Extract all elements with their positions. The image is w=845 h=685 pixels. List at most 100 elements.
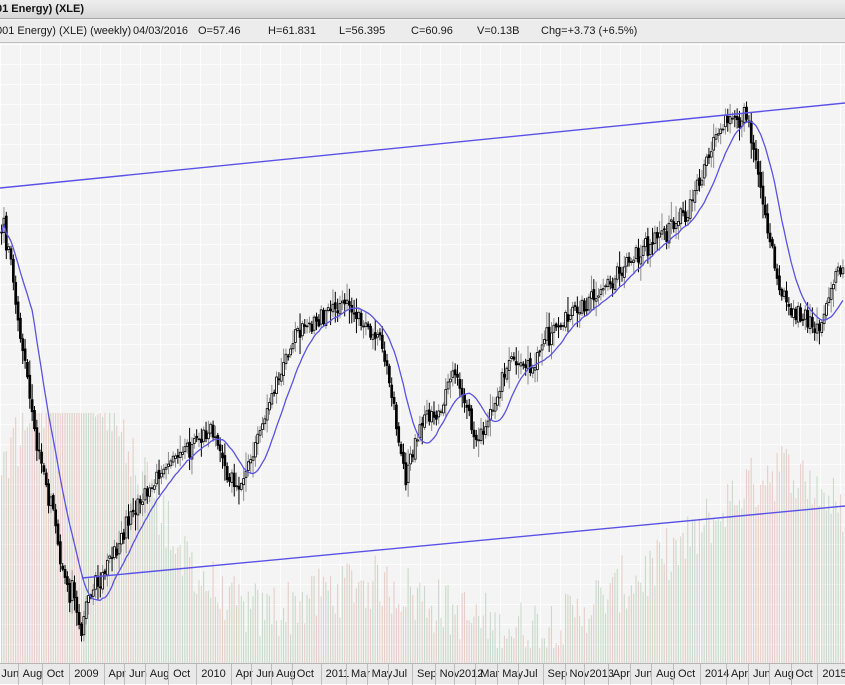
volume-bar bbox=[449, 634, 451, 663]
candle-body bbox=[568, 314, 572, 320]
volume-bar bbox=[839, 494, 842, 663]
volume-bar bbox=[308, 598, 310, 663]
volume-bar bbox=[720, 521, 722, 663]
x-axis-label: Jun bbox=[752, 668, 771, 680]
volume-bar bbox=[132, 437, 134, 663]
candle-body bbox=[524, 364, 528, 368]
candle-body bbox=[839, 267, 842, 275]
volume-bar bbox=[172, 546, 174, 663]
volume-bar bbox=[106, 430, 108, 663]
candle-body bbox=[460, 387, 464, 395]
candle-body bbox=[42, 465, 46, 472]
candle-body bbox=[467, 404, 471, 412]
candle-body bbox=[418, 424, 422, 438]
volume-bar bbox=[581, 625, 583, 663]
volume-bar bbox=[534, 605, 536, 663]
x-axis-date-scale[interactable]: Jun Aug Oct 2009 Apr Jun Aug Oct 2010 Apr Jun Aug Oc… bbox=[0, 663, 845, 685]
candlestick-layer bbox=[0, 101, 845, 642]
candle-body bbox=[587, 296, 591, 311]
x-axis-tick bbox=[453, 664, 455, 685]
volume-bar bbox=[412, 595, 414, 663]
volume-bar bbox=[715, 520, 717, 663]
candle-body bbox=[197, 438, 201, 441]
volume-bar bbox=[675, 539, 677, 663]
candle-body bbox=[632, 259, 636, 263]
volume-bar bbox=[475, 604, 477, 663]
candle-body bbox=[479, 428, 483, 442]
volume-bar bbox=[701, 532, 703, 663]
volume-bar bbox=[508, 628, 510, 663]
candle-body bbox=[265, 408, 269, 421]
volume-bar bbox=[816, 476, 818, 663]
quote-open: O=57.46 bbox=[198, 25, 241, 37]
candle-body bbox=[594, 298, 598, 302]
volume-bar bbox=[64, 413, 66, 663]
volume-bar bbox=[80, 413, 82, 663]
volume-bar bbox=[424, 585, 426, 663]
candle-body bbox=[150, 487, 154, 490]
volume-bar bbox=[550, 606, 552, 663]
candle-body bbox=[425, 410, 429, 415]
volume-bar bbox=[802, 460, 804, 663]
candle-body bbox=[174, 455, 177, 459]
volume-bar bbox=[456, 605, 458, 663]
candle-body bbox=[749, 120, 753, 144]
candle-body bbox=[759, 172, 763, 188]
candle-body bbox=[319, 309, 323, 325]
volume-bar bbox=[174, 553, 176, 663]
trendlines-layer bbox=[0, 102, 845, 579]
volume-bar bbox=[565, 593, 567, 663]
volume-bar bbox=[221, 576, 223, 663]
quote-symbol: 001 Energy) (XLE) (weekly) bbox=[0, 25, 132, 37]
volume-bar bbox=[734, 504, 736, 663]
candle-body bbox=[538, 350, 542, 353]
candle-body bbox=[340, 300, 344, 304]
volume-bar bbox=[837, 512, 839, 663]
volume-bar bbox=[257, 589, 259, 663]
window-title-bar: 01 Energy) (XLE) bbox=[0, 0, 845, 19]
volume-bar bbox=[290, 634, 292, 663]
volume-bar bbox=[3, 451, 5, 663]
volume-bar bbox=[184, 536, 186, 663]
candle-body bbox=[397, 426, 401, 443]
volume-bar bbox=[532, 620, 534, 663]
candle-body bbox=[573, 305, 577, 307]
volume-bar bbox=[400, 611, 402, 663]
candle-body bbox=[731, 117, 734, 120]
candle-body bbox=[463, 394, 466, 404]
candle-body bbox=[14, 282, 18, 305]
candle-body bbox=[789, 307, 793, 316]
volume-bar bbox=[623, 594, 625, 663]
candle-body bbox=[693, 190, 697, 203]
volume-bar bbox=[518, 616, 520, 663]
candle-body bbox=[597, 295, 600, 298]
volume-bar bbox=[217, 602, 219, 663]
volume-bar bbox=[614, 572, 616, 663]
x-axis-tick bbox=[564, 664, 566, 685]
candle-body bbox=[59, 541, 62, 565]
candle-body bbox=[639, 256, 643, 265]
price-chart-plot-area[interactable] bbox=[0, 44, 845, 663]
candle-body bbox=[785, 290, 788, 303]
volume-bar bbox=[179, 544, 181, 663]
candle-body bbox=[611, 283, 614, 289]
lower-support-trendline[interactable] bbox=[81, 505, 845, 579]
volume-bar bbox=[435, 620, 437, 663]
x-axis-label: Jun bbox=[634, 668, 653, 680]
candle-body bbox=[68, 582, 72, 603]
x-axis-tick bbox=[291, 664, 293, 685]
volume-bar bbox=[800, 463, 802, 663]
candle-body bbox=[216, 435, 220, 446]
volume-bar bbox=[144, 457, 146, 663]
x-axis-label: 2014 bbox=[704, 668, 730, 680]
volume-bar bbox=[236, 605, 238, 663]
candle-body bbox=[778, 275, 781, 291]
volume-bar bbox=[499, 613, 501, 663]
candle-body bbox=[721, 128, 725, 131]
candle-body bbox=[30, 399, 34, 413]
volume-bar bbox=[76, 413, 78, 663]
upper-resistance-trendline[interactable] bbox=[0, 102, 845, 189]
volume-bar bbox=[219, 608, 221, 663]
candle-body bbox=[662, 228, 666, 231]
volume-bar bbox=[275, 620, 278, 663]
